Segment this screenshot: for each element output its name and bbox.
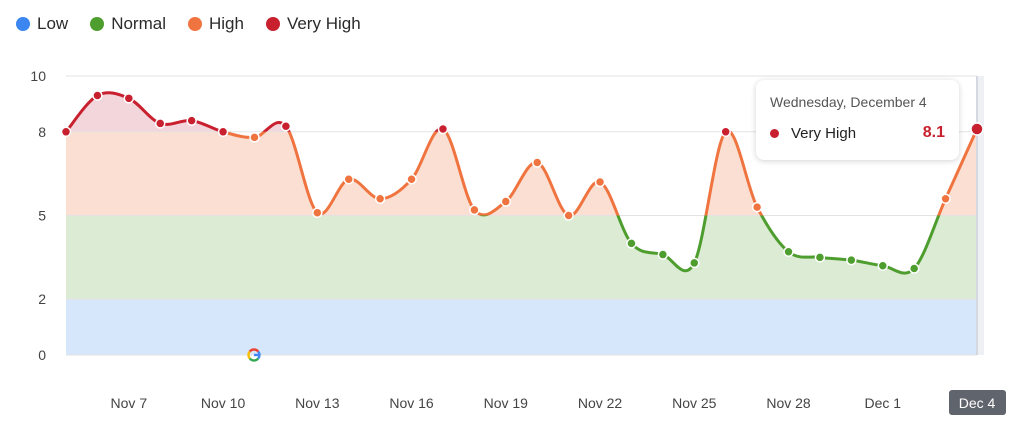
- data-point: [406, 173, 417, 185]
- x-tick-label: Nov 22: [578, 395, 623, 411]
- legend-label-high: High: [208, 14, 244, 33]
- data-point: [92, 90, 103, 101]
- x-tick-label: Nov 7: [111, 395, 148, 411]
- data-point: [249, 132, 260, 143]
- legend-dot-low: [16, 17, 30, 31]
- data-point: [531, 157, 543, 168]
- tooltip-row: Very High 8.1: [770, 124, 945, 142]
- y-tick-label: 0: [38, 347, 46, 363]
- legend-dot-high: [187, 17, 202, 31]
- data-point: [846, 254, 857, 266]
- legend-label-low: Low: [37, 14, 69, 33]
- tooltip-title: Wednesday, December 4: [770, 94, 927, 110]
- legend-label-normal: Normal: [111, 14, 166, 33]
- x-tick-label: Dec 4: [959, 395, 996, 411]
- legend-item-very-high[interactable]: Very High: [265, 14, 361, 34]
- y-tick-label: 8: [38, 124, 46, 140]
- x-tick-label: Nov 16: [389, 395, 434, 411]
- data-point: [186, 115, 197, 126]
- data-point: [970, 122, 984, 136]
- chart-legend: Low Normal High Very High: [16, 14, 361, 34]
- data-point: [500, 196, 512, 207]
- data-point: [626, 238, 637, 249]
- hover-guide-band: [976, 76, 984, 355]
- y-tick-label: 10: [30, 68, 46, 84]
- tooltip-series-label: Very High: [791, 124, 857, 142]
- data-point: [751, 201, 763, 213]
- data-point: [437, 123, 449, 135]
- data-point: [783, 246, 794, 258]
- tooltip: Wednesday, December 4 Very High 8.1: [756, 80, 959, 160]
- google-g-icon[interactable]: [247, 348, 261, 362]
- x-tick-label: Dec 1: [864, 395, 901, 411]
- legend-label-very-high: Very High: [286, 14, 361, 33]
- legend-item-low[interactable]: Low: [16, 14, 68, 34]
- data-point: [154, 118, 166, 129]
- legend-item-normal[interactable]: Normal: [90, 14, 166, 34]
- data-point: [60, 126, 72, 138]
- data-point: [594, 176, 606, 188]
- data-point: [563, 210, 574, 221]
- data-point: [720, 126, 731, 138]
- band-area-high: [66, 131, 977, 216]
- data-point: [657, 249, 669, 260]
- legend-dot-normal: [90, 17, 105, 31]
- tooltip-series-dot: [770, 128, 779, 138]
- band-area-very-high: [66, 92, 977, 132]
- x-tick-label: Nov 13: [295, 395, 340, 411]
- tooltip-value: 8.1: [922, 124, 945, 141]
- band-area-low: [66, 299, 977, 355]
- data-point: [469, 204, 480, 216]
- legend-dot-very-high: [265, 17, 280, 31]
- x-tick-highlight: [949, 390, 1006, 415]
- data-point: [217, 126, 229, 138]
- data-point: [123, 93, 135, 104]
- x-tick-label: Nov 19: [484, 395, 529, 411]
- data-point: [374, 193, 386, 205]
- x-tick-label: Nov 28: [766, 395, 811, 411]
- y-tick-label: 5: [38, 208, 46, 224]
- data-point: [940, 193, 951, 205]
- y-tick-label: 2: [38, 291, 46, 307]
- data-point: [689, 257, 700, 269]
- data-point: [814, 252, 826, 263]
- data-point: [877, 260, 889, 271]
- x-tick-label: Nov 10: [201, 395, 246, 411]
- data-point: [343, 173, 354, 185]
- data-point: [908, 263, 920, 274]
- data-point: [312, 207, 323, 218]
- legend-item-high[interactable]: High: [187, 14, 244, 34]
- x-tick-label: Nov 25: [672, 395, 717, 411]
- data-point: [280, 120, 292, 132]
- band-area-normal: [66, 215, 977, 300]
